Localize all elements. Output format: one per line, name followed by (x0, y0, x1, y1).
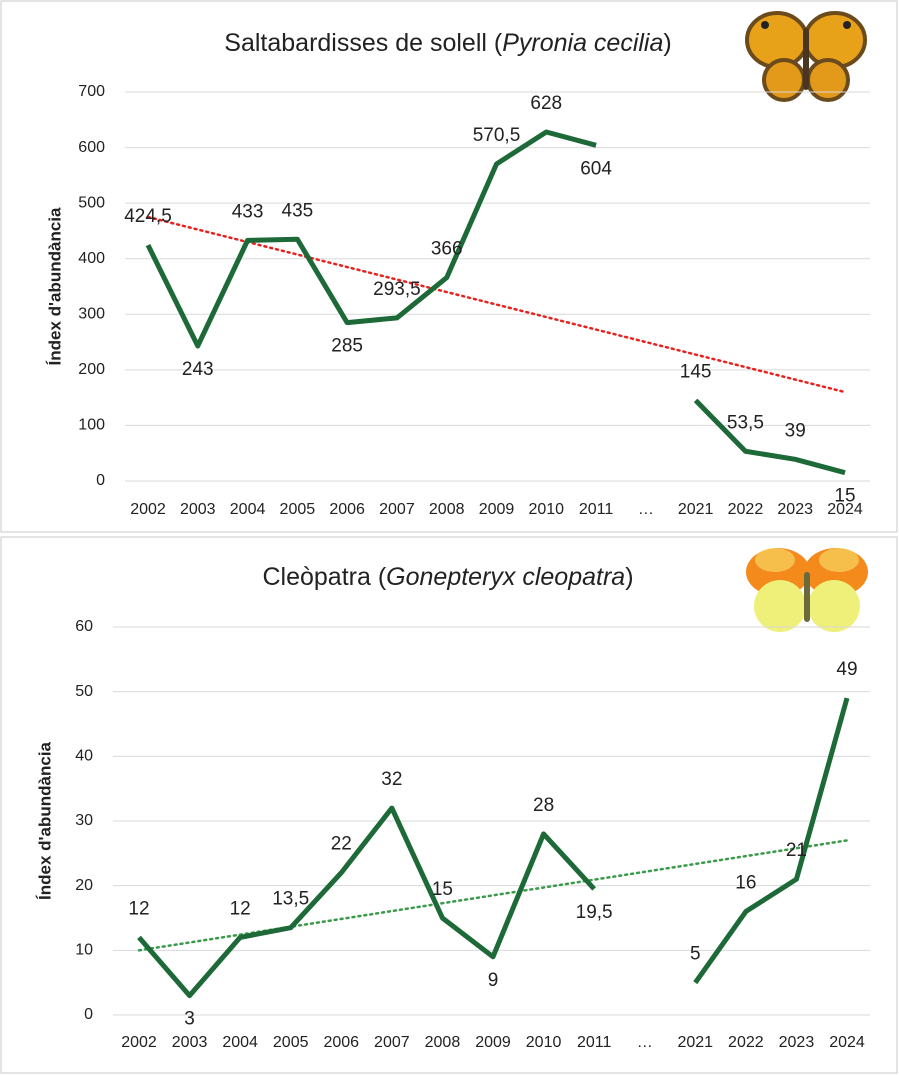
x-tick-label: 2008 (429, 501, 465, 518)
data-label: 243 (182, 359, 214, 380)
title-part: Saltabardisses de solell ( (224, 29, 503, 57)
title-part: Gonepteryx cleopatra (386, 563, 625, 591)
x-tick-label: 2022 (728, 501, 764, 518)
data-label: 433 (232, 201, 264, 222)
y-tick-label: 60 (75, 618, 93, 635)
y-tick-label: 500 (78, 194, 105, 211)
x-tick-label: 2021 (677, 1034, 713, 1051)
y-tick-label: 100 (78, 417, 105, 434)
y-tick-label: 200 (78, 361, 105, 378)
y-tick-label: 40 (75, 748, 93, 765)
chart-title: Cleòpatra (Gonepteryx cleopatra) (262, 563, 633, 591)
y-tick-label: 400 (78, 250, 105, 267)
y-tick-label: 0 (84, 1006, 93, 1023)
x-tick-label: 2009 (475, 1034, 511, 1051)
x-tick-label: 2005 (280, 501, 316, 518)
panel-border (0, 536, 898, 1074)
x-tick-label: 2007 (379, 501, 415, 518)
y-tick-label: 0 (96, 472, 105, 489)
x-tick-label: 2011 (577, 1034, 612, 1051)
y-tick-label: 30 (75, 812, 93, 829)
data-label: 53,5 (727, 412, 764, 433)
title-part: ) (663, 29, 671, 57)
data-label: 145 (680, 361, 712, 382)
x-tick-label: 2024 (827, 501, 863, 518)
data-label: 9 (488, 970, 499, 991)
data-label: 32 (381, 769, 402, 790)
x-tick-label: 2006 (329, 501, 365, 518)
data-label: 21 (786, 840, 807, 861)
data-label: 5 (690, 944, 701, 965)
data-label: 366 (431, 239, 463, 260)
butterfly-icon (745, 8, 867, 104)
data-label: 293,5 (373, 279, 421, 300)
x-tick-label: 2005 (273, 1034, 309, 1051)
butterfly-icon (746, 548, 868, 632)
title-part: ) (625, 563, 633, 591)
x-tick-label: 2004 (222, 1034, 258, 1051)
data-label: 13,5 (272, 889, 309, 910)
x-tick-label: 2010 (526, 1034, 562, 1051)
data-line (137, 805, 596, 999)
data-label: 3 (184, 1009, 195, 1030)
data-line (693, 697, 850, 985)
y-axis-label: Índex d'abundància (45, 207, 64, 366)
x-tick-label: 2011 (579, 501, 614, 518)
data-label: 570,5 (473, 125, 521, 146)
data-label: 628 (530, 93, 562, 114)
y-tick-label: 600 (78, 139, 105, 156)
x-tick-label: 2007 (374, 1034, 410, 1051)
data-label: 12 (230, 898, 251, 919)
x-tick-label: 2004 (230, 501, 266, 518)
y-axis-label: Índex d'abundància (35, 741, 54, 900)
x-tick-label: 2003 (180, 501, 216, 518)
x-tick-label: 2021 (678, 501, 714, 518)
x-tick-label: 2002 (121, 1034, 157, 1051)
data-label: 604 (580, 158, 612, 179)
x-tick-label: 2010 (528, 501, 564, 518)
data-label: 49 (836, 659, 857, 680)
x-tick-label: 2002 (130, 501, 166, 518)
x-tick-label: … (638, 501, 654, 518)
data-label: 15 (432, 879, 453, 900)
data-label: 28 (533, 795, 554, 816)
chart-title: Saltabardisses de solell (Pyronia cecili… (224, 29, 671, 57)
title-part: Cleòpatra ( (262, 563, 386, 591)
data-label: 16 (735, 873, 756, 894)
y-tick-label: 50 (75, 683, 93, 700)
x-tick-label: … (637, 1034, 653, 1051)
x-tick-label: 2003 (172, 1034, 208, 1051)
trend-line (146, 215, 847, 394)
data-label: 15 (834, 486, 855, 507)
data-label: 435 (282, 200, 314, 221)
data-label: 19,5 (576, 902, 613, 923)
title-part: Pyronia cecilia (502, 29, 663, 57)
x-tick-label: 2024 (829, 1034, 865, 1051)
data-label: 39 (785, 420, 806, 441)
y-tick-label: 300 (78, 306, 105, 323)
data-label: 285 (331, 336, 363, 357)
x-tick-label: 2022 (728, 1034, 764, 1051)
y-tick-label: 10 (75, 942, 93, 959)
data-line (145, 129, 597, 349)
x-tick-label: 2009 (479, 501, 515, 518)
y-tick-label: 20 (75, 877, 93, 894)
data-label: 424,5 (124, 206, 172, 227)
data-label: 22 (331, 834, 352, 855)
x-tick-label: 2023 (777, 501, 813, 518)
data-label: 12 (128, 898, 149, 919)
y-tick-label: 700 (78, 83, 105, 100)
data-line (693, 398, 846, 476)
x-tick-label: 2008 (425, 1034, 461, 1051)
x-tick-label: 2023 (779, 1034, 815, 1051)
x-tick-label: 2006 (323, 1034, 359, 1051)
